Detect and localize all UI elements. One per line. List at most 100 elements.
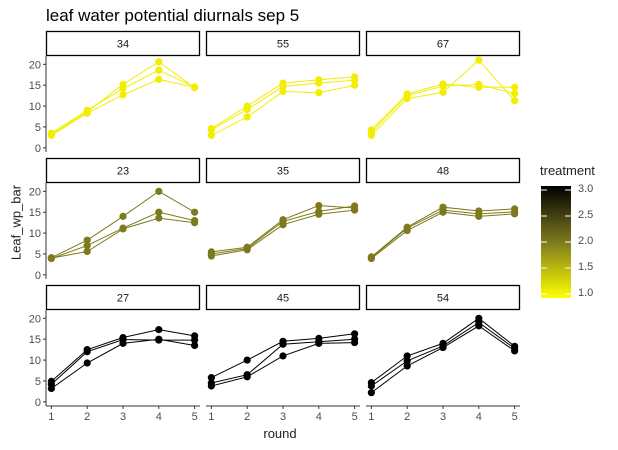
- y-tick-label: 20: [29, 59, 41, 71]
- data-point: [315, 89, 323, 97]
- data-point: [367, 253, 375, 261]
- data-point: [511, 89, 519, 98]
- y-tick-label: 10: [29, 355, 41, 367]
- facet-strip: [365, 157, 521, 184]
- data-point: [279, 87, 287, 96]
- data-point: [243, 102, 251, 110]
- data-point: [47, 377, 55, 385]
- x-tick-label: 2: [244, 411, 250, 423]
- facet-panel-55: 55: [205, 30, 361, 139]
- data-point: [207, 379, 215, 387]
- facet-strip: [45, 284, 201, 311]
- data-point: [155, 58, 163, 66]
- data-point: [207, 374, 215, 382]
- data-point: [351, 81, 359, 89]
- data-point: [155, 326, 163, 334]
- data-point: [403, 362, 411, 370]
- data-point: [47, 254, 55, 262]
- x-tick-label: 4: [476, 411, 482, 423]
- data-point: [315, 76, 323, 84]
- x-tick-label: 1: [208, 411, 214, 423]
- y-tick-label: 10: [29, 228, 41, 240]
- data-point: [191, 332, 199, 340]
- legend-tick-label: 1.5: [578, 261, 594, 273]
- data-point: [191, 341, 199, 350]
- y-tick-label: 15: [29, 207, 41, 219]
- facet-strip: [365, 30, 521, 57]
- data-point: [279, 79, 287, 87]
- data-point: [191, 208, 199, 216]
- data-point: [475, 207, 483, 215]
- series-line: [51, 217, 195, 259]
- facet-strip-label: 34: [117, 39, 129, 51]
- data-point: [155, 66, 163, 74]
- y-tick-label: 15: [29, 80, 41, 92]
- facet-strip-label: 55: [277, 39, 289, 51]
- data-point: [367, 379, 375, 387]
- data-point: [315, 334, 323, 342]
- facet-panel-34: 34 0 5 10 15 20: [29, 30, 201, 155]
- facet-strip-label: 27: [117, 293, 129, 305]
- data-point: [403, 357, 411, 365]
- data-point: [511, 342, 519, 350]
- facet-strip: [205, 284, 361, 311]
- data-point: [351, 73, 359, 81]
- y-tick-label: 20: [29, 186, 41, 198]
- series-line: [51, 69, 195, 134]
- facet-strip-label: 45: [277, 293, 289, 305]
- facet-strip: [45, 30, 201, 57]
- chart-title: leaf water potential diurnals sep 5: [46, 6, 300, 25]
- facet-panel-45: 451 2 3 4 5: [205, 284, 361, 423]
- data-point: [83, 236, 91, 244]
- x-tick-label: 3: [120, 411, 126, 423]
- y-tick-label: 5: [35, 249, 41, 261]
- x-tick-label: 2: [84, 411, 90, 423]
- y-tick-label: 5: [35, 376, 41, 388]
- data-point: [475, 56, 483, 64]
- data-point: [403, 223, 411, 231]
- x-tick-label: 4: [316, 411, 322, 423]
- y-tick-label: 10: [29, 101, 41, 113]
- series-line: [371, 209, 515, 259]
- legend-tick-label: 2.0: [578, 235, 594, 247]
- data-point: [119, 91, 127, 99]
- x-axis-label: round: [263, 426, 297, 441]
- data-point: [315, 207, 323, 215]
- series-line: [211, 342, 355, 387]
- data-point: [243, 371, 251, 379]
- facet-panel-48: 48: [365, 157, 521, 263]
- x-tick-label: 5: [512, 411, 518, 423]
- data-point: [119, 333, 127, 342]
- data-point: [511, 205, 519, 213]
- data-point: [243, 356, 251, 364]
- data-point: [119, 224, 127, 232]
- data-point: [475, 83, 483, 91]
- data-point: [367, 126, 375, 134]
- x-tick-label: 5: [192, 411, 198, 423]
- x-tick-label: 4: [156, 411, 162, 423]
- data-point: [351, 204, 359, 212]
- facet-strip: [205, 30, 361, 57]
- y-tick-label: 0: [35, 270, 41, 282]
- data-point: [351, 330, 359, 338]
- facet-strip-label: 48: [437, 166, 449, 178]
- series-line: [371, 59, 515, 136]
- legend-tick-label: 3.0: [578, 183, 594, 195]
- legend-title: treatment: [540, 163, 595, 178]
- data-point: [403, 90, 411, 98]
- data-point: [83, 346, 91, 354]
- facet-strip: [205, 157, 361, 184]
- y-tick-label: 20: [29, 313, 41, 325]
- data-point: [155, 336, 163, 344]
- data-point: [83, 359, 91, 367]
- data-point: [119, 80, 127, 88]
- facet-strip: [365, 284, 521, 311]
- data-point: [279, 216, 287, 224]
- facet-strip-label: 23: [117, 166, 129, 178]
- data-point: [83, 247, 91, 256]
- series-line: [371, 325, 515, 394]
- data-point: [403, 352, 411, 360]
- data-point: [439, 339, 447, 347]
- data-point: [511, 97, 519, 105]
